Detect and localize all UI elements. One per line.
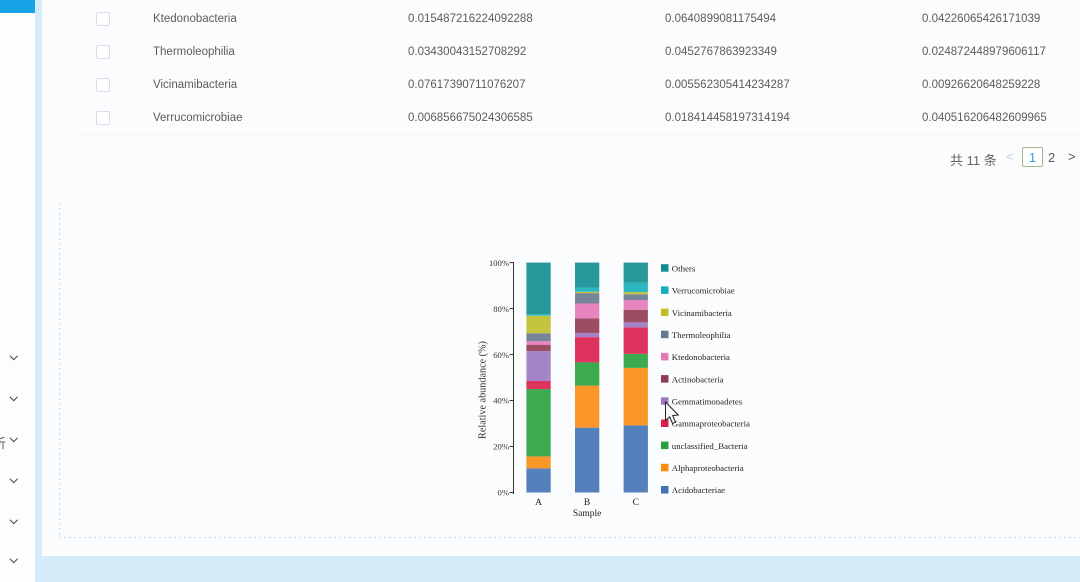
svg-text:Vicinamibacteria: Vicinamibacteria: [672, 308, 732, 318]
svg-text:Gammaproteobacteria: Gammaproteobacteria: [672, 419, 750, 429]
svg-text:0%: 0%: [498, 488, 509, 498]
svg-text:40%: 40%: [493, 396, 509, 406]
svg-text:20%: 20%: [493, 442, 509, 452]
svg-text:Relative abundance (%): Relative abundance (%): [478, 341, 489, 439]
svg-text:Gemmatimonadetes: Gemmatimonadetes: [672, 397, 743, 407]
svg-text:C: C: [633, 498, 639, 508]
svg-text:A: A: [535, 498, 542, 508]
svg-text:60%: 60%: [493, 350, 509, 360]
svg-text:Ktedonobacteria: Ktedonobacteria: [672, 352, 730, 362]
svg-text:100%: 100%: [489, 258, 509, 268]
svg-text:Others: Others: [672, 263, 696, 273]
svg-text:B: B: [584, 498, 590, 508]
svg-text:Actinobacteria: Actinobacteria: [672, 374, 724, 384]
svg-text:80%: 80%: [493, 304, 509, 314]
svg-text:Thermoleophilia: Thermoleophilia: [672, 330, 731, 340]
svg-text:Verrucomicrobiae: Verrucomicrobiae: [672, 286, 735, 296]
svg-text:Acidobacteriae: Acidobacteriae: [672, 485, 725, 495]
svg-text:unclassified_Bacteria: unclassified_Bacteria: [672, 441, 748, 451]
svg-text:Sample: Sample: [573, 509, 602, 519]
svg-text:Alphaproteobacteria: Alphaproteobacteria: [672, 463, 744, 473]
